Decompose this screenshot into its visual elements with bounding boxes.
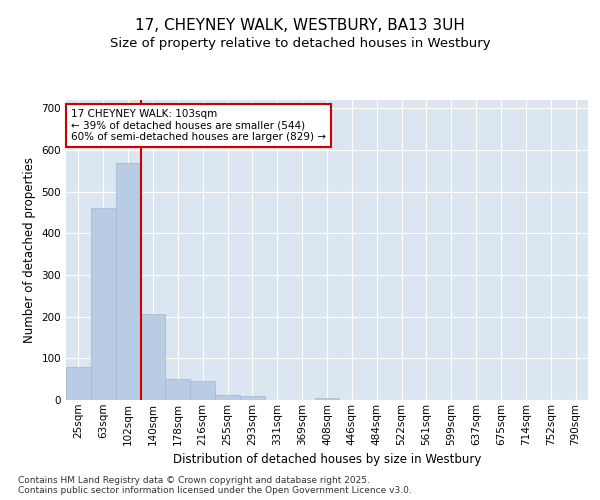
Bar bbox=[116, 162, 140, 400]
Bar bbox=[91, 208, 116, 400]
Y-axis label: Number of detached properties: Number of detached properties bbox=[23, 157, 36, 343]
Text: Contains HM Land Registry data © Crown copyright and database right 2025.
Contai: Contains HM Land Registry data © Crown c… bbox=[18, 476, 412, 495]
Bar bbox=[215, 395, 240, 400]
Text: 17, CHEYNEY WALK, WESTBURY, BA13 3UH: 17, CHEYNEY WALK, WESTBURY, BA13 3UH bbox=[135, 18, 465, 32]
Bar bbox=[166, 379, 190, 400]
X-axis label: Distribution of detached houses by size in Westbury: Distribution of detached houses by size … bbox=[173, 453, 481, 466]
Bar bbox=[190, 381, 215, 400]
Text: Size of property relative to detached houses in Westbury: Size of property relative to detached ho… bbox=[110, 38, 490, 51]
Bar bbox=[66, 366, 91, 400]
Bar bbox=[140, 314, 166, 400]
Text: 17 CHEYNEY WALK: 103sqm
← 39% of detached houses are smaller (544)
60% of semi-d: 17 CHEYNEY WALK: 103sqm ← 39% of detache… bbox=[71, 109, 326, 142]
Bar bbox=[240, 396, 265, 400]
Bar bbox=[314, 398, 340, 400]
